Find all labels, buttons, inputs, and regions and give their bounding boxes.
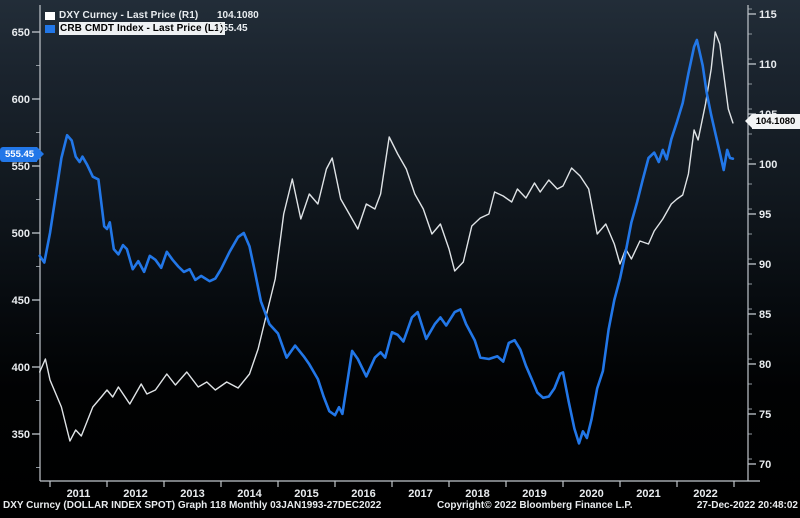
dxy-last-price-value: 104.1080 <box>752 114 800 129</box>
right-axis-tick-label: 115 <box>759 9 777 21</box>
crb-swatch-icon <box>45 24 55 33</box>
year-label: 2013 <box>180 488 204 500</box>
year-label: 2018 <box>465 488 489 500</box>
right-axis-tick-label: 85 <box>759 309 771 321</box>
left-axis-tick-label: 550 <box>12 161 30 173</box>
tag-arrow-right-icon <box>37 147 45 161</box>
left-axis-tick-label: 400 <box>12 362 30 374</box>
footer: DXY Curncy (DOLLAR INDEX SPOT) Graph 118… <box>0 500 800 514</box>
footer-timestamp: 27-Dec-2022 20:48:02 <box>696 500 798 511</box>
year-label: 2014 <box>237 488 262 500</box>
legend-value-dxy: 104.1080 <box>217 10 259 21</box>
year-label: 2012 <box>123 488 147 500</box>
crb-line <box>38 38 735 445</box>
legend-label-crb: CRB CMDT Index - Last Price (L1) <box>59 22 226 35</box>
year-label: 2015 <box>294 488 318 500</box>
legend: DXY Curncy - Last Price (R1) 104.1080 CR… <box>45 9 261 35</box>
left-axis-tick-label: 600 <box>12 94 30 106</box>
left-axis-tick-label: 650 <box>12 27 30 39</box>
right-axis-tick-label: 75 <box>759 409 771 421</box>
left-axis-tick-label: 450 <box>12 295 30 307</box>
footer-chart-description: DXY Curncy (DOLLAR INDEX SPOT) Graph 118… <box>3 500 382 511</box>
legend-label-dxy: DXY Curncy - Last Price (R1) <box>59 10 199 21</box>
legend-item-crb[interactable]: CRB CMDT Index - Last Price (L1) 555.45 <box>45 22 261 35</box>
dxy-last-price-tag: 104.1080 <box>745 114 800 129</box>
year-label: 2020 <box>579 488 603 500</box>
year-label: 2017 <box>408 488 432 500</box>
right-axis-tick-label: 110 <box>759 59 777 71</box>
right-axis-tick-label: 70 <box>759 459 771 471</box>
right-axis-tick-label: 90 <box>759 259 771 271</box>
legend-value-crb: 555.45 <box>217 23 248 34</box>
year-label: 2016 <box>351 488 375 500</box>
right-axis-tick-label: 95 <box>759 209 771 221</box>
dxy-line <box>39 31 734 442</box>
crb-last-price-tag: 555.45 <box>0 147 45 162</box>
footer-copyright: Copyright© 2022 Bloomberg Finance L.P. <box>437 500 633 511</box>
right-axis-tick-label: 80 <box>759 359 771 371</box>
tag-arrow-left-icon <box>745 114 752 128</box>
year-label: 2019 <box>522 488 546 500</box>
year-label: 2021 <box>636 488 660 500</box>
legend-item-dxy[interactable]: DXY Curncy - Last Price (R1) 104.1080 <box>45 9 261 22</box>
crb-last-price-value: 555.45 <box>0 147 38 162</box>
left-axis-tick-label: 350 <box>12 429 30 441</box>
dxy-swatch-icon <box>45 11 55 20</box>
left-axis-tick-label: 500 <box>12 228 30 240</box>
year-label: 2022 <box>693 488 717 500</box>
year-label: 2011 <box>67 488 91 500</box>
right-axis-tick-label: 100 <box>759 159 777 171</box>
